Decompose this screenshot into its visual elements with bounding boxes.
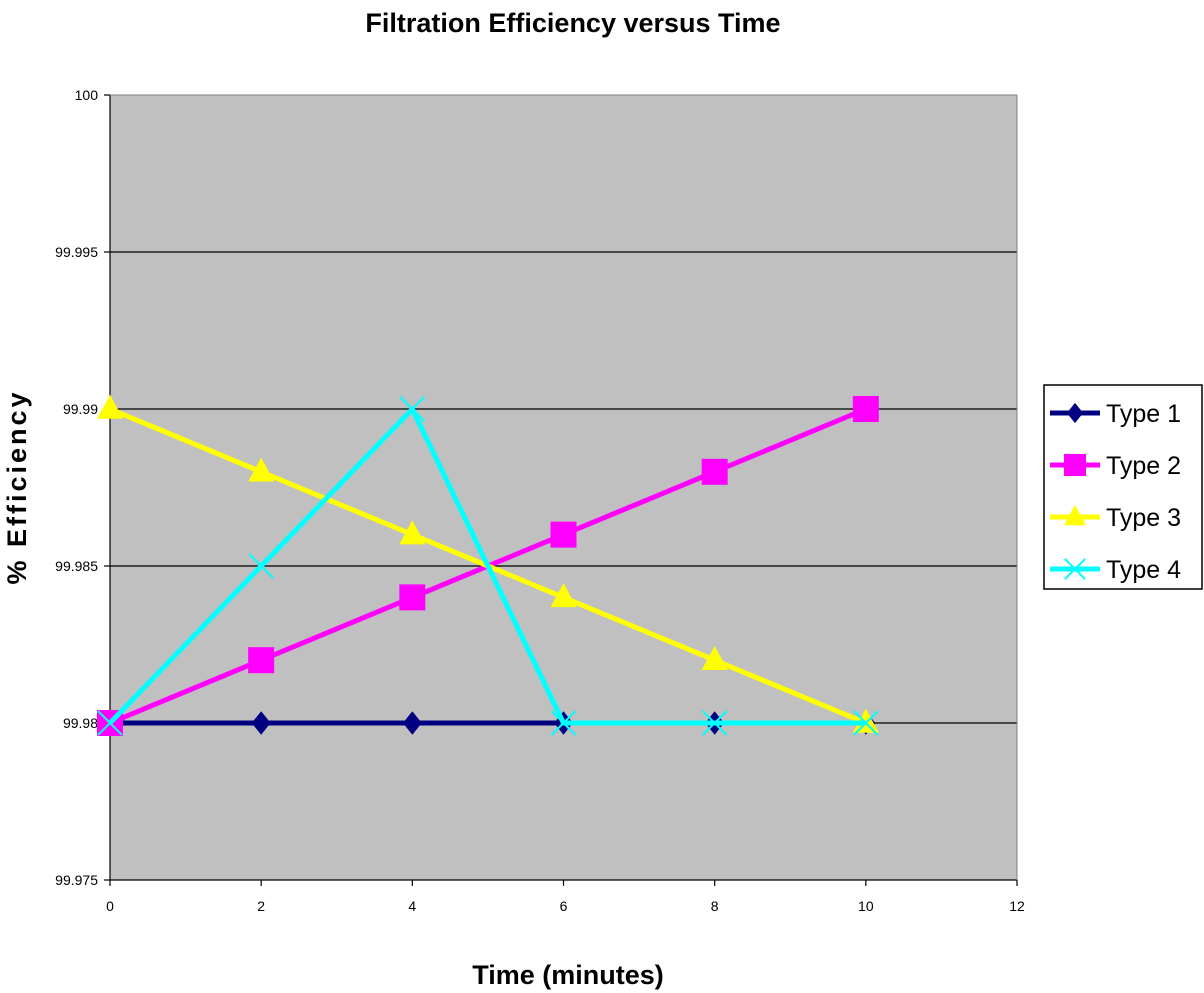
x-tick-label: 0 (106, 898, 114, 914)
legend-label: Type 4 (1106, 556, 1181, 584)
legend-entry: Type 2 (1050, 452, 1181, 480)
data-point (550, 521, 577, 548)
x-tick-label: 4 (408, 898, 416, 914)
plot-area (110, 95, 1017, 880)
x-tick-label: 12 (1009, 898, 1025, 914)
y-tick-label: 100 (75, 87, 99, 103)
data-point (248, 457, 275, 482)
y-axis-label: % Efficiency (2, 389, 32, 584)
legend-box (1043, 384, 1203, 590)
x-axis-ticks: 0 2 4 6 8 10 12 (106, 880, 1025, 914)
x-tick-label: 8 (711, 898, 719, 914)
data-point (399, 584, 426, 611)
legend-entry: Type 4 (1050, 556, 1181, 584)
legend-label: Type 1 (1106, 400, 1181, 428)
legend-entry: Type 3 (1050, 504, 1181, 532)
data-point (550, 710, 577, 736)
legend-label: Type 3 (1106, 504, 1181, 532)
data-point (248, 647, 275, 674)
series-layer (97, 394, 879, 736)
legend-marker (1066, 402, 1084, 424)
data-point (251, 711, 271, 735)
series-line (108, 406, 866, 726)
y-tick-label: 99.99 (63, 401, 98, 417)
x-tick-label: 6 (560, 898, 568, 914)
data-point (853, 710, 879, 736)
data-point (852, 396, 879, 422)
legend-entry: Type 1 (1050, 400, 1181, 428)
data-point (399, 396, 426, 422)
y-tick-label: 99.995 (55, 244, 98, 260)
data-point (701, 645, 728, 670)
data-point (97, 394, 123, 419)
y-tick-label: 99.975 (55, 872, 98, 888)
data-point (399, 520, 426, 545)
legend-marker (1063, 504, 1087, 526)
y-tick-label: 99.98 (63, 715, 98, 731)
data-point (550, 583, 577, 608)
chart-title: Filtration Efficiency versus Time (365, 8, 780, 38)
data-point (701, 458, 728, 485)
x-tick-label: 2 (257, 898, 265, 914)
legend-marker (1063, 453, 1087, 477)
legend-marker (1064, 558, 1086, 580)
legend: Type 1 Type 2 Type 3 Type 4 (1043, 384, 1203, 590)
x-axis-label: Time (minutes) (472, 960, 664, 990)
series-type-4 (97, 396, 879, 736)
y-tick-label: 99.985 (55, 558, 98, 574)
data-point (701, 710, 728, 736)
data-point (248, 553, 274, 579)
x-tick-label: 10 (858, 898, 874, 914)
y-axis-ticks: 99.975 99.98 99.985 99.99 99.995 100 (55, 87, 110, 888)
data-point (97, 710, 123, 736)
legend-label: Type 2 (1106, 452, 1181, 480)
data-point (402, 711, 422, 735)
